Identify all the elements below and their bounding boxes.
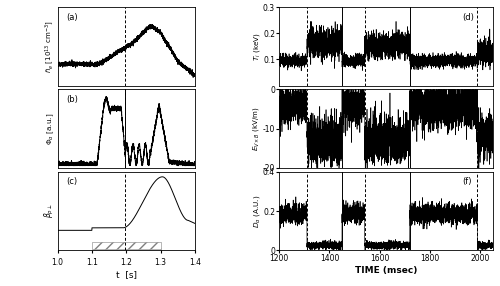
Y-axis label: $\bar{n}_e$ [10$^{13}$ cm$^{-3}$]: $\bar{n}_e$ [10$^{13}$ cm$^{-3}$]: [44, 20, 56, 73]
X-axis label: t  [s]: t [s]: [116, 270, 137, 279]
Text: (d): (d): [462, 13, 474, 22]
Text: (f): (f): [462, 177, 472, 186]
Y-axis label: $T_i$ (keV): $T_i$ (keV): [252, 32, 262, 61]
Bar: [92, 242, 160, 249]
Y-axis label: $E_{V\times B}$ (kV/m): $E_{V\times B}$ (kV/m): [252, 106, 262, 151]
Text: (a): (a): [66, 13, 78, 22]
Text: (b): (b): [66, 95, 78, 104]
Text: (e): (e): [462, 95, 474, 104]
Y-axis label: $\beta_{p\perp}$: $\beta_{p\perp}$: [43, 204, 56, 219]
Y-axis label: $D_\alpha$ (A.U.): $D_\alpha$ (A.U.): [252, 194, 262, 228]
X-axis label: TIME (msec): TIME (msec): [354, 266, 417, 275]
Y-axis label: $\Phi_\alpha$ [a.u.]: $\Phi_\alpha$ [a.u.]: [46, 113, 56, 145]
Text: (c): (c): [66, 177, 77, 186]
